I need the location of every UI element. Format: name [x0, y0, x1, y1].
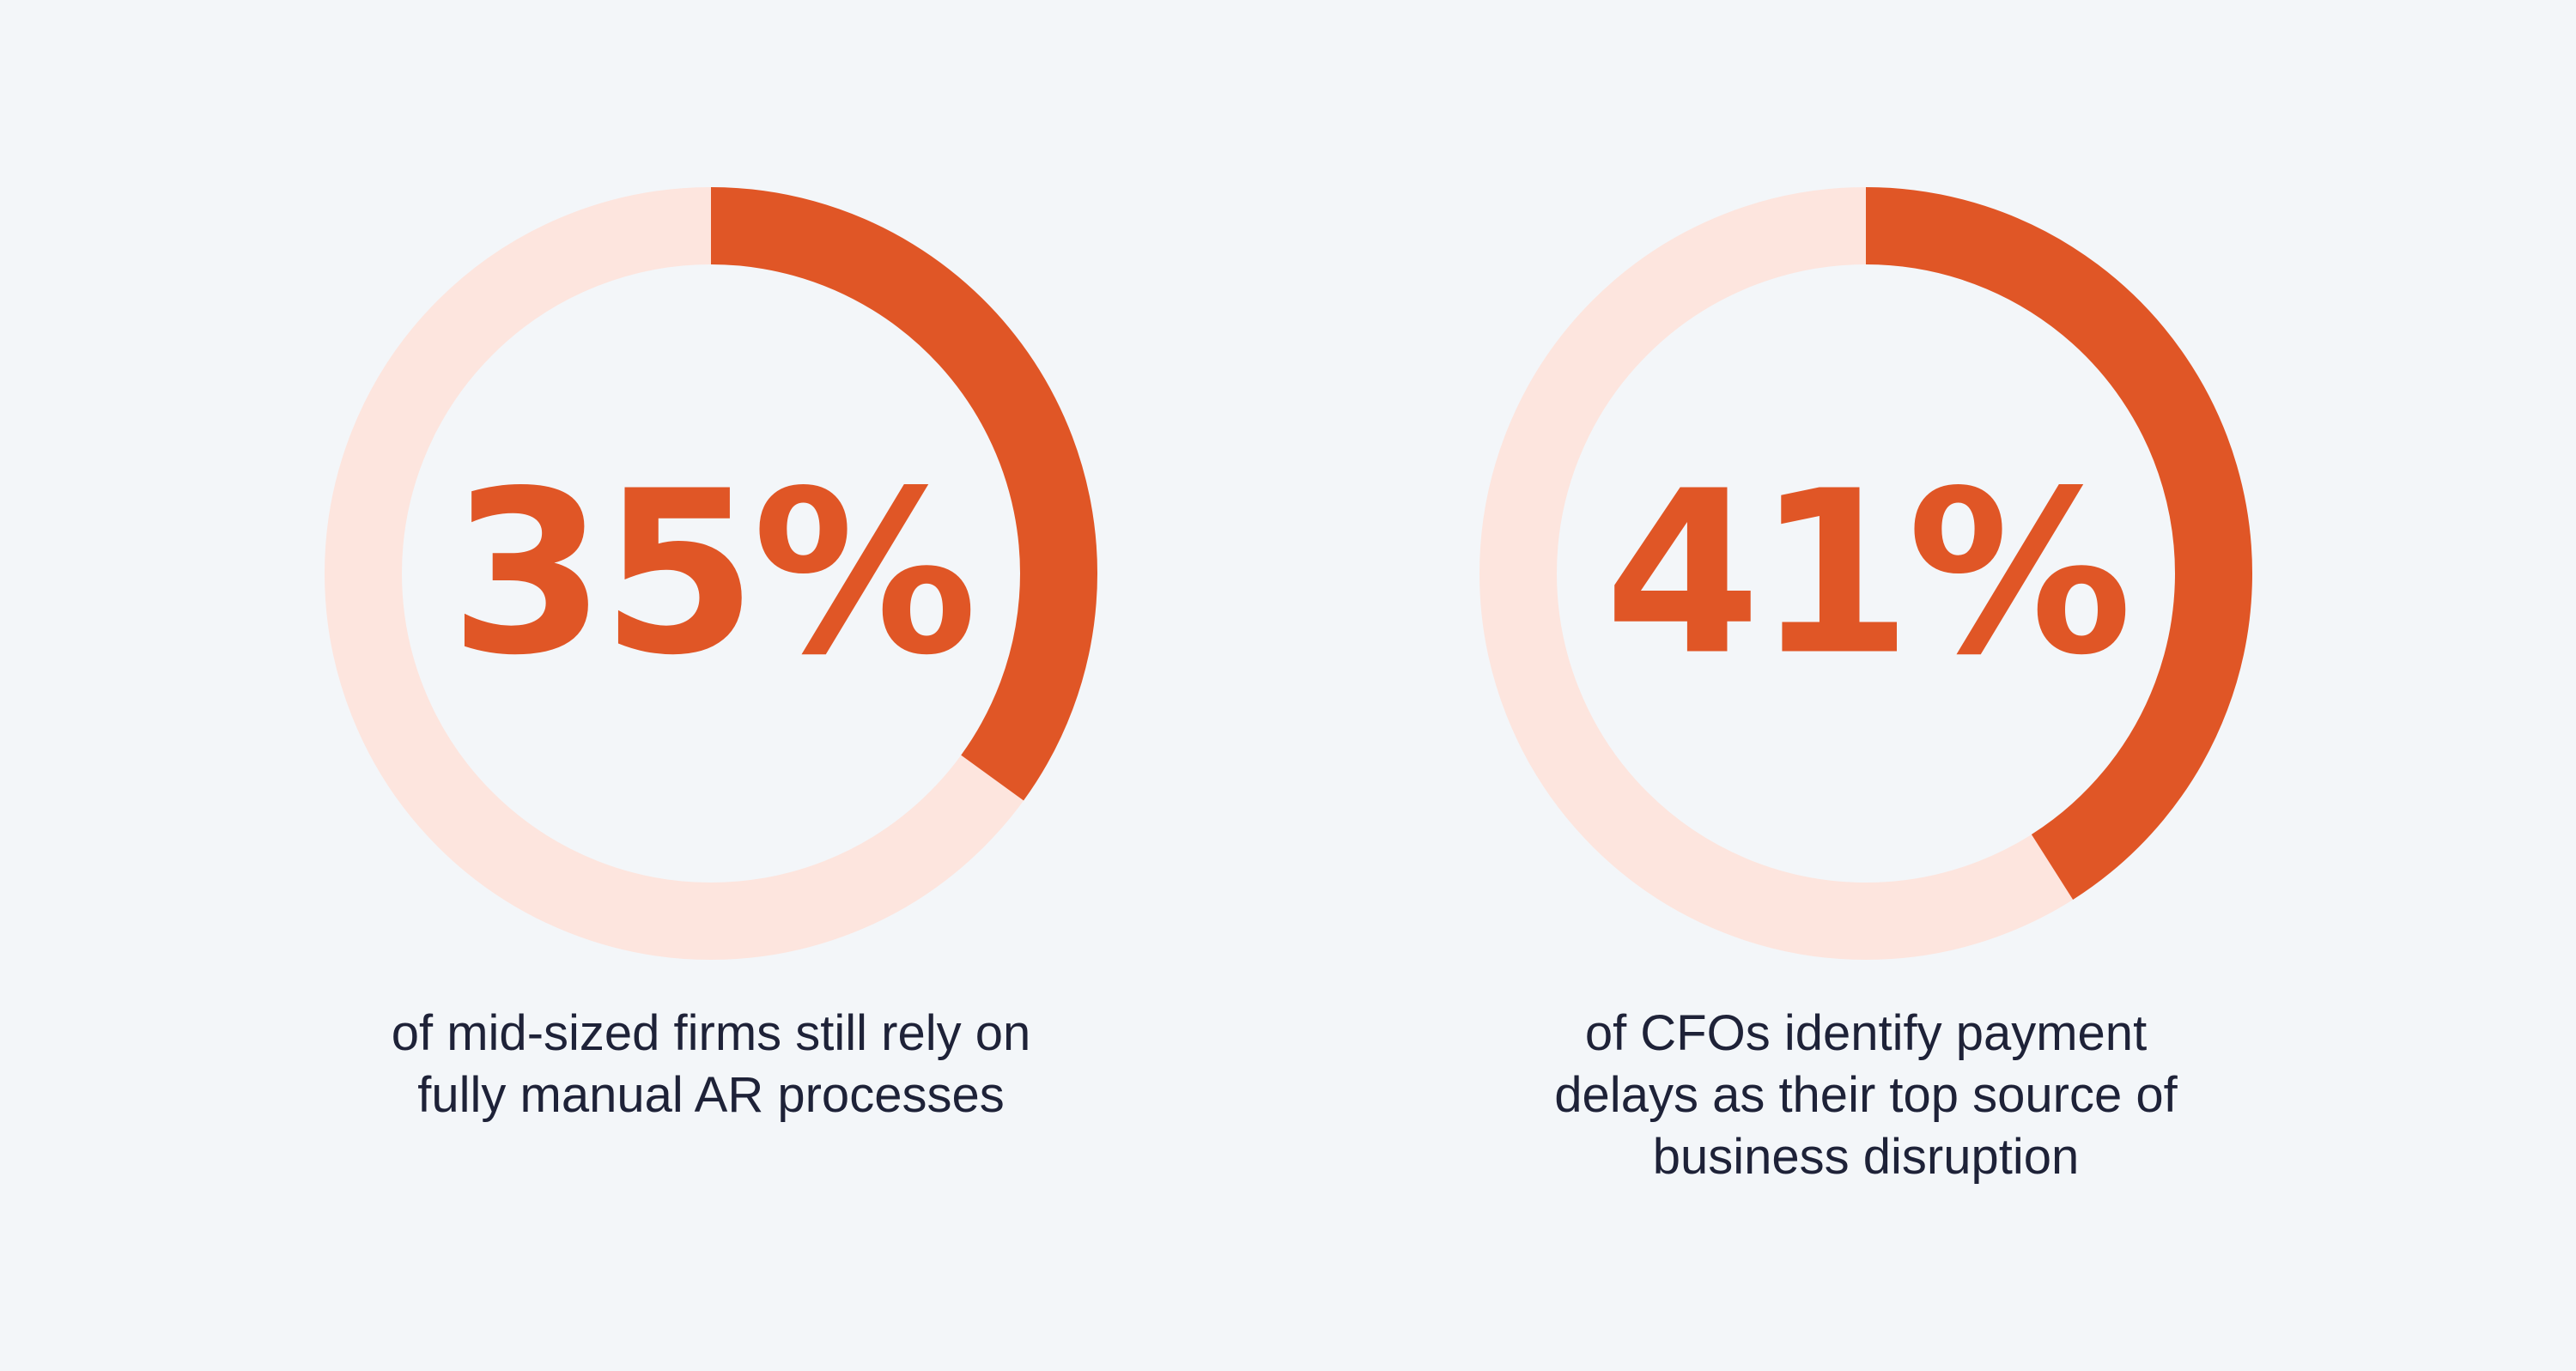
caption-line-2: fully manual AR processes — [417, 1067, 1005, 1123]
donut-value-arc — [710, 187, 1097, 801]
donut-chart-manual-ar: 35% — [325, 187, 1097, 960]
caption-line-3: business disruption — [1652, 1129, 2080, 1185]
caption-line-2: delays as their top source of — [1554, 1067, 2178, 1123]
stat-caption: of CFOs identify payment delays as their… — [1437, 1003, 2295, 1188]
donut-chart-cfo-disruption: 41% — [1479, 187, 2252, 960]
caption-line-1: of mid-sized firms still rely on — [391, 1005, 1031, 1061]
donut-value-label: 35% — [449, 443, 974, 705]
caption-line-1: of CFOs identify payment — [1584, 1005, 2148, 1061]
stat-caption: of mid-sized firms still rely on fully m… — [282, 1003, 1140, 1126]
donut-value-arc — [1865, 187, 2252, 900]
stat-card-cfo-disruption: 41% of CFOs identify payment delays as t… — [1265, 0, 2467, 1371]
stat-card-manual-ar: 35% of mid-sized firms still rely on ful… — [110, 0, 1312, 1371]
donut-value-label: 41% — [1604, 443, 2129, 705]
